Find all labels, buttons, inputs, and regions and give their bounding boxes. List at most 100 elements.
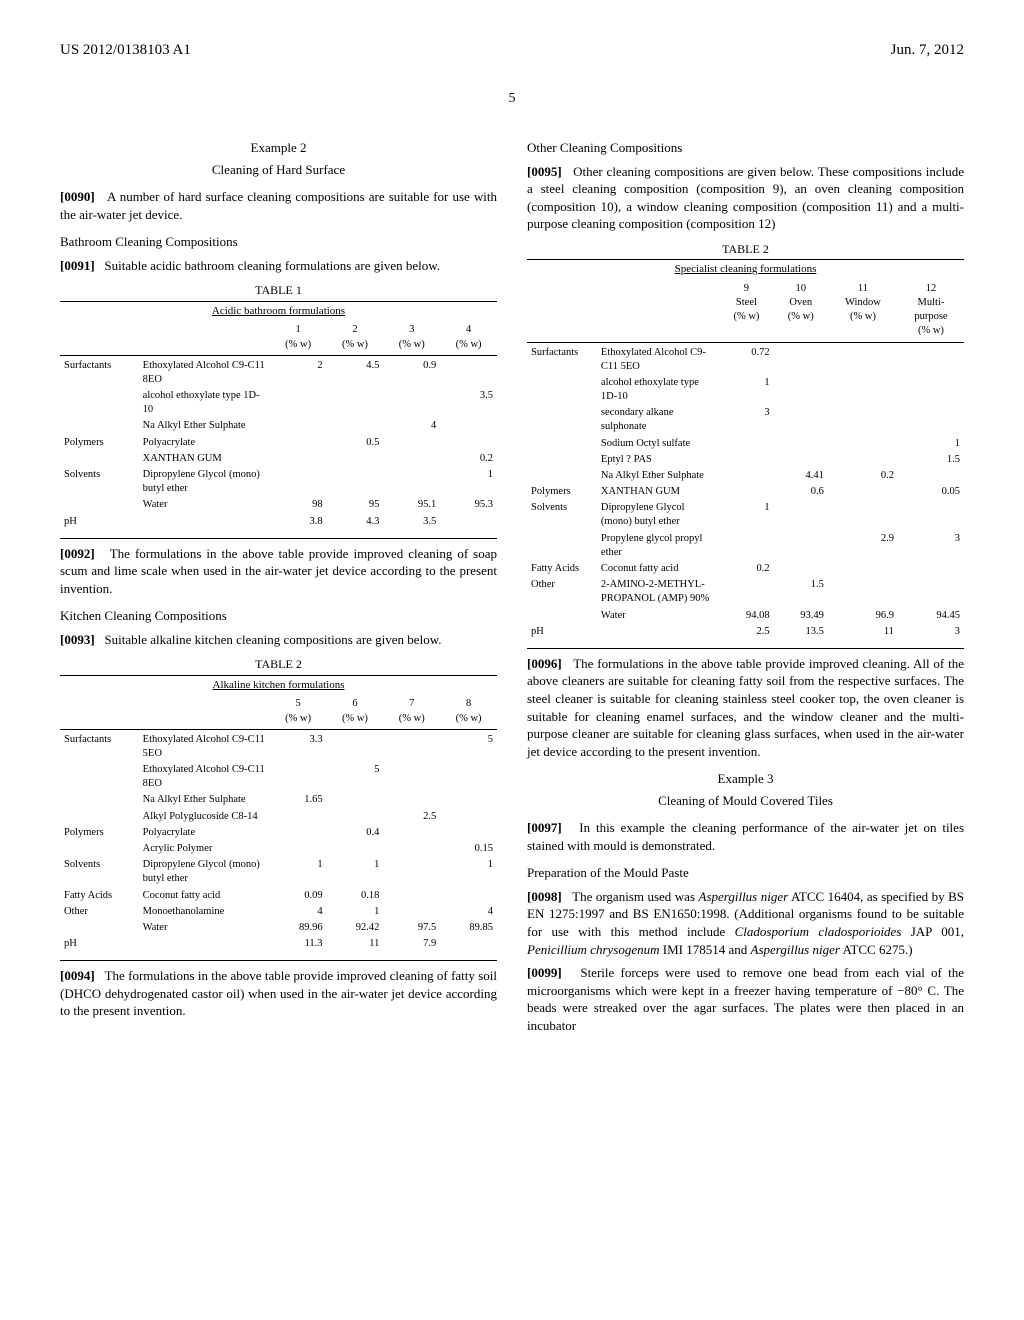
para-text: Sterile forceps were used to remove one …	[527, 965, 964, 1033]
para-0097: [0097] In this example the cleaning perf…	[527, 819, 964, 854]
publication-number: US 2012/0138103 A1	[60, 40, 191, 60]
col-header: 2(% w)	[327, 322, 384, 352]
example-3-title: Example 3	[527, 770, 964, 788]
example-3-sub: Cleaning of Mould Covered Tiles	[527, 792, 964, 810]
para-num: [0097]	[527, 820, 562, 835]
table-2b-caption: TABLE 2	[527, 241, 964, 257]
para-num: [0098]	[527, 889, 562, 904]
table-rule	[527, 648, 964, 649]
col-header: 12Multi-purpose(% w)	[898, 281, 964, 340]
table-2-sub: Alkaline kitchen formulations	[60, 678, 497, 693]
para-0094: [0094] The formulations in the above tab…	[60, 967, 497, 1020]
table-row: OtherMonoethanolamine414	[60, 904, 497, 920]
para-text: In this example the cleaning performance…	[527, 820, 964, 853]
para-0098: [0098] The organism used was Aspergillus…	[527, 888, 964, 958]
table-row: Other2-AMINO-2-METHYL-PROPANOL (AMP) 90%…	[527, 577, 964, 607]
table-row: SurfactantsEthoxylated Alcohol C9-C11 5E…	[527, 345, 964, 375]
table-row: SurfactantsEthoxylated Alcohol C9-C11 8E…	[60, 358, 497, 388]
table-rule	[60, 960, 497, 961]
col-header: 6(% w)	[327, 696, 384, 726]
table-row: SolventsDipropylene Glycol (mono) butyl …	[60, 467, 497, 497]
col-header: 10Oven(% w)	[774, 281, 828, 340]
table-header-row: 1(% w) 2(% w) 3(% w) 4(% w)	[60, 322, 497, 352]
para-0091: [0091] Suitable acidic bathroom cleaning…	[60, 257, 497, 275]
para-text: The formulations in the above table prov…	[60, 968, 497, 1018]
para-text: The formulations in the above table prov…	[60, 546, 497, 596]
content-columns: Example 2 Cleaning of Hard Surface [0090…	[60, 129, 964, 1040]
table-row: Water94.0893.4996.994.45	[527, 608, 964, 624]
other-heading: Other Cleaning Compositions	[527, 139, 964, 157]
table-rule	[527, 259, 964, 260]
table-row: Water89.9692.4297.589.85	[60, 920, 497, 936]
table-row: Alkyl Polyglucoside C8-142.5	[60, 809, 497, 825]
para-num: [0095]	[527, 164, 562, 179]
table-row: Water989595.195.3	[60, 497, 497, 513]
col-header: 4(% w)	[440, 322, 497, 352]
table-row: pH2.513.5113	[527, 624, 964, 640]
para-num: [0099]	[527, 965, 562, 980]
para-num: [0090]	[60, 189, 95, 204]
table-row: Sodium Octyl sulfate1	[527, 436, 964, 452]
para-num: [0091]	[60, 258, 95, 273]
table-2-caption: TABLE 2	[60, 656, 497, 672]
prep-heading: Preparation of the Mould Paste	[527, 864, 964, 882]
para-text: Other cleaning compositions are given be…	[527, 164, 964, 232]
para-0096: [0096] The formulations in the above tab…	[527, 655, 964, 760]
para-text: Suitable alkaline kitchen cleaning compo…	[104, 632, 441, 647]
table-row: Fatty AcidsCoconut fatty acid0.090.18	[60, 888, 497, 904]
example-2-sub: Cleaning of Hard Surface	[60, 161, 497, 179]
table-row: SolventsDipropylene Glycol (mono) butyl …	[60, 857, 497, 887]
table-row: secondary alkane sulphonate3	[527, 405, 964, 435]
table-header-row: 5(% w) 6(% w) 7(% w) 8(% w)	[60, 696, 497, 726]
para-text: A number of hard surface cleaning compos…	[60, 189, 497, 222]
table-row: Na Alkyl Ether Sulphate4.410.2	[527, 468, 964, 484]
table-row: PolymersPolyacrylate0.4	[60, 825, 497, 841]
table-1-caption: TABLE 1	[60, 282, 497, 298]
table-row: Na Alkyl Ether Sulphate1.65	[60, 792, 497, 808]
table-row: Propylene glycol propyl ether2.93	[527, 531, 964, 561]
table-row: Fatty AcidsCoconut fatty acid0.2	[527, 561, 964, 577]
para-0093: [0093] Suitable alkaline kitchen cleanin…	[60, 631, 497, 649]
table-row: pH11.3117.9	[60, 936, 497, 952]
para-num: [0093]	[60, 632, 95, 647]
right-column: Other Cleaning Compositions [0095] Other…	[527, 129, 964, 1040]
page-header: US 2012/0138103 A1 Jun. 7, 2012	[60, 40, 964, 60]
left-column: Example 2 Cleaning of Hard Surface [0090…	[60, 129, 497, 1040]
kitchen-heading: Kitchen Cleaning Compositions	[60, 607, 497, 625]
para-num: [0094]	[60, 968, 95, 983]
para-0092: [0092] The formulations in the above tab…	[60, 545, 497, 598]
para-0095: [0095] Other cleaning compositions are g…	[527, 163, 964, 233]
para-0099: [0099] Sterile forceps were used to remo…	[527, 964, 964, 1034]
table-row: PolymersXANTHAN GUM0.60.05	[527, 484, 964, 500]
para-0090: [0090] A number of hard surface cleaning…	[60, 188, 497, 223]
table-2b: 9Steel(% w) 10Oven(% w) 11Window(% w) 12…	[527, 281, 964, 640]
bathroom-heading: Bathroom Cleaning Compositions	[60, 233, 497, 251]
col-header: 7(% w)	[383, 696, 440, 726]
table-row: alcohol ethoxylate type 1D-101	[527, 375, 964, 405]
table-row: SolventsDipropylene Glycol (mono) butyl …	[527, 500, 964, 530]
publication-date: Jun. 7, 2012	[891, 40, 964, 60]
table-1-sub: Acidic bathroom formulations	[60, 304, 497, 319]
page-number: 5	[60, 90, 964, 109]
col-header: 5(% w)	[270, 696, 327, 726]
example-2-title: Example 2	[60, 139, 497, 157]
para-text: Suitable acidic bathroom cleaning formul…	[104, 258, 440, 273]
para-num: [0092]	[60, 546, 95, 561]
table-row: Eptyl ? PAS1.5	[527, 452, 964, 468]
col-header: 1(% w)	[270, 322, 327, 352]
table-row: alcohol ethoxylate type 1D-103.5	[60, 388, 497, 418]
col-header: 8(% w)	[440, 696, 497, 726]
table-row: Ethoxylated Alcohol C9-C11 8EO5	[60, 762, 497, 792]
table-1: 1(% w) 2(% w) 3(% w) 4(% w) SurfactantsE…	[60, 322, 497, 529]
table-row: Acrylic Polymer0.15	[60, 841, 497, 857]
para-num: [0096]	[527, 656, 562, 671]
table-rule	[60, 301, 497, 302]
table-row: PolymersPolyacrylate0.5	[60, 435, 497, 451]
table-row: XANTHAN GUM0.2	[60, 451, 497, 467]
table-2b-sub: Specialist cleaning formulations	[527, 262, 964, 277]
col-header: 11Window(% w)	[828, 281, 898, 340]
table-2: 5(% w) 6(% w) 7(% w) 8(% w) SurfactantsE…	[60, 696, 497, 952]
col-header: 9Steel(% w)	[719, 281, 773, 340]
table-header-row: 9Steel(% w) 10Oven(% w) 11Window(% w) 12…	[527, 281, 964, 340]
table-row: pH3.84.33.5	[60, 514, 497, 530]
